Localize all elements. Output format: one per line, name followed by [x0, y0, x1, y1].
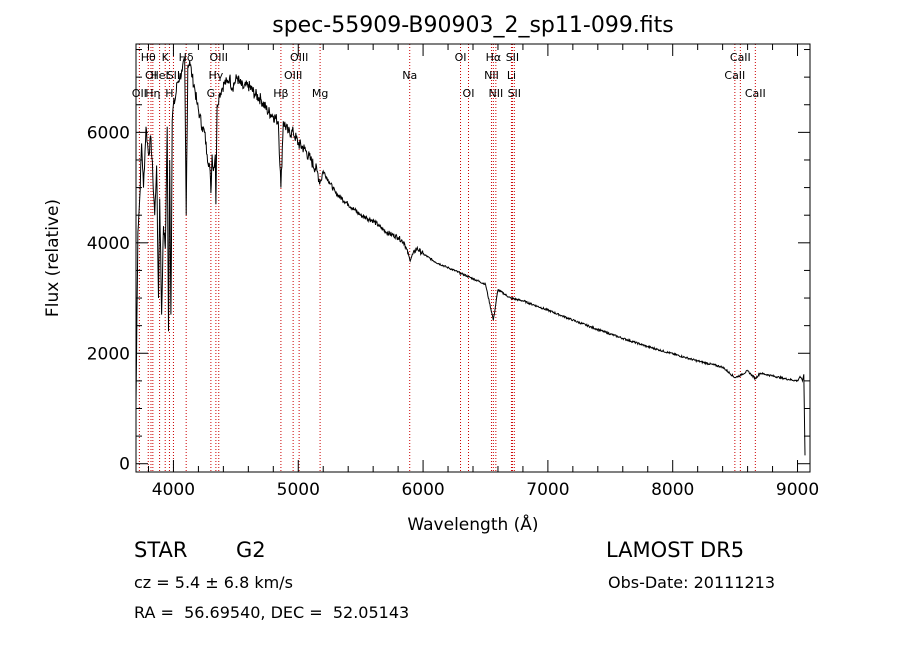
line-label-10: Hγ [208, 69, 223, 82]
redshift-velocity: cz = 5.4 ± 6.8 km/s [134, 573, 293, 592]
line-label-5: K [162, 51, 170, 64]
line-label-3: Hη [145, 87, 160, 100]
line-label-13: OIII [284, 69, 302, 82]
object-class: STAR [134, 538, 188, 562]
x-tick-label-7000: 7000 [526, 480, 569, 500]
x-axis-label: Wavelength (Å) [407, 513, 538, 535]
line-label-24: SII [508, 87, 521, 100]
sky-coordinates: RA = 56.69540, DEC = 52.05143 [134, 603, 410, 622]
emission-line-markers [138, 44, 756, 472]
line-label-27: CaII [745, 87, 766, 100]
y-tick-label-0: 0 [119, 455, 130, 475]
line-labels: OIIHθOIHηHeIKHSIIHδGHγOIIIHβOIIIOIIIMgNa… [132, 51, 766, 100]
line-label-12: Hβ [273, 87, 288, 100]
line-label-26: CaII [730, 51, 751, 64]
line-label-15: Mg [312, 87, 328, 100]
line-label-9: G [207, 87, 216, 100]
line-label-2: OI [145, 69, 157, 82]
y-tick-label-6000: 6000 [87, 123, 130, 143]
line-label-21: NII [488, 87, 503, 100]
x-axis: 4000 5000 6000 7000 8000 9000 [147, 44, 819, 500]
y-tick-label-2000: 2000 [87, 344, 130, 364]
line-label-14: OIII [290, 51, 308, 64]
x-tick-label-8000: 8000 [651, 480, 694, 500]
y-axis-label: Flux (relative) [43, 199, 63, 317]
y-tick-label-4000: 4000 [87, 234, 130, 254]
line-label-7: SII [167, 69, 180, 82]
line-label-18: OI [463, 87, 475, 100]
line-label-1: Hθ [141, 51, 156, 64]
line-label-25: CaII [724, 69, 745, 82]
line-label-6: H [165, 87, 173, 100]
line-label-4: HeI [150, 69, 168, 82]
line-label-11: OIII [210, 51, 228, 64]
observation-date: Obs-Date: 20111213 [608, 573, 776, 592]
survey-name: LAMOST DR5 [606, 538, 745, 562]
plot-frame [135, 43, 811, 473]
chart-title: spec-55909-B90903_2_sp11-099.fits [272, 13, 674, 38]
line-label-20: Hα [486, 51, 502, 64]
line-label-22: Li [507, 69, 516, 82]
line-label-17: OI [455, 51, 467, 64]
line-label-16: Na [402, 69, 417, 82]
x-tick-label-4000: 4000 [152, 480, 195, 500]
object-subclass: G2 [236, 538, 266, 562]
line-label-19: NII [484, 69, 499, 82]
line-label-23: SII [506, 51, 519, 64]
x-tick-label-5000: 5000 [277, 480, 320, 500]
x-tick-label-9000: 9000 [776, 480, 819, 500]
y-axis: 0 2000 4000 6000 [87, 49, 810, 475]
x-tick-label-6000: 6000 [401, 480, 444, 500]
line-label-8: Hδ [179, 51, 194, 64]
spectrum-line [135, 56, 806, 456]
